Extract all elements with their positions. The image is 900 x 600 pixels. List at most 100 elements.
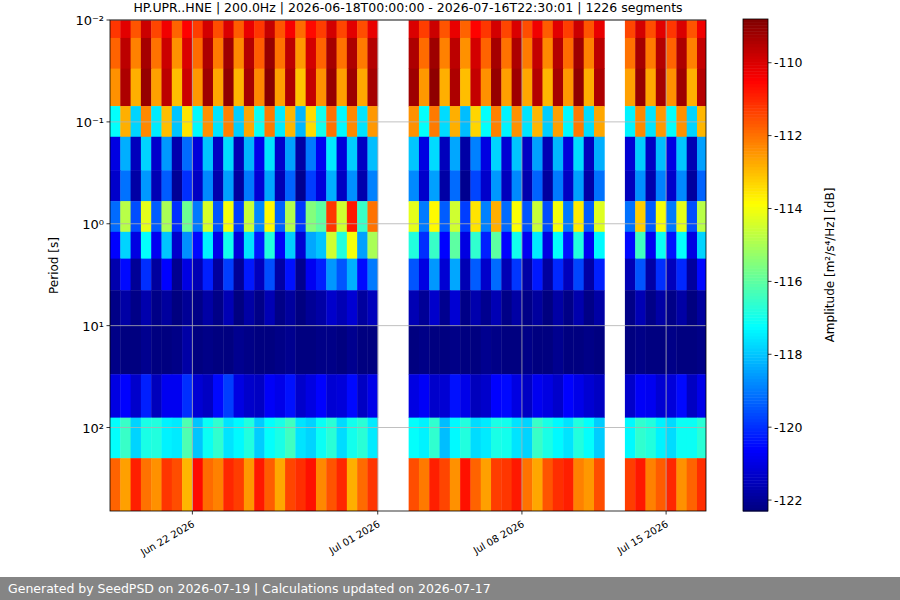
heat-cell [223,201,234,232]
colorbar-swatch [743,327,768,331]
heat-cell [357,201,368,232]
heat-cell [656,418,667,459]
colorbar-swatch [743,465,768,469]
heat-cell [131,259,142,291]
colorbar-tick-label: -114 [774,201,802,216]
heat-cell [141,201,152,232]
colorbar-swatch [743,148,768,152]
heat-cell [573,232,584,259]
heat-cell [357,170,368,201]
heat-cell [131,170,142,201]
heat-cell [584,232,595,259]
heat-cell [419,232,430,259]
y-tick-label: 10² [82,421,104,436]
colorbar-tick [768,354,772,355]
heat-cell [223,69,234,107]
heat-cell [347,69,358,107]
colorbar-swatch [743,191,768,195]
heat-cell [223,20,234,38]
heat-cell [429,326,440,375]
heat-cell [563,326,574,375]
heat-cell [285,38,296,69]
heat-cell [316,137,327,171]
y-tick [107,223,111,224]
heat-cell [666,374,677,418]
heat-cell [491,326,502,375]
heat-cell [522,170,533,201]
heat-cell [594,259,605,291]
heat-cell [234,374,245,418]
colorbar-swatch [743,373,768,377]
colorbar-swatch [743,210,768,214]
heat-cell [192,458,203,511]
heat-cell [676,38,687,69]
heat-cell [254,259,265,291]
heat-cell [120,418,131,459]
heat-cell [687,458,698,511]
heat-cell [676,418,687,459]
heat-cell [234,170,245,201]
heat-cell [244,259,255,291]
heat-cell [367,374,378,418]
heat-cell [203,201,214,232]
heat-cell [367,259,378,291]
colorbar-swatch [743,462,768,466]
heat-cell [285,20,296,38]
heat-cell [223,418,234,459]
heat-cell [203,170,214,201]
heat-cell [326,201,337,232]
heat-cell [553,326,564,375]
heat-cell [501,418,512,459]
colorbar-tick-label: -110 [774,55,802,70]
colorbar-swatch [743,277,768,281]
heat-cell [337,290,348,326]
colorbar-swatch [743,142,768,146]
heat-cell [491,259,502,291]
colorbar-swatch [743,320,768,324]
colorbar-swatch [743,253,768,257]
heat-cell [687,20,698,38]
heat-cell [254,137,265,171]
heat-cell [110,290,121,326]
heat-cell [594,69,605,107]
heat-cell [501,137,512,171]
y-tick [107,427,111,428]
heat-cell [120,458,131,511]
heat-cell [470,458,481,511]
cells [110,20,706,511]
heat-cell [697,20,706,38]
colorbar-swatch [743,271,768,275]
heat-cell [234,69,245,107]
heat-cell [326,232,337,259]
heat-cell [275,232,286,259]
heat-cell [440,170,451,201]
heat-cell [316,232,327,259]
colorbar-swatch [743,293,768,297]
heat-cell [357,137,368,171]
heat-cell [120,20,131,38]
heat-cell [275,170,286,201]
heat-cell [419,201,430,232]
colorbar-tick-label: -112 [774,128,802,143]
heat-cell [192,259,203,291]
colorbar-swatch [743,259,768,263]
heat-cell [275,418,286,459]
heat-cell [244,374,255,418]
heat-cell [697,374,706,418]
heat-cell [666,38,677,69]
heat-cell [676,20,687,38]
heat-cell [656,290,667,326]
heat-cell [131,232,142,259]
heat-cell [409,170,420,201]
heat-cell [594,374,605,418]
heat-cell [254,20,265,38]
heat-cell [687,201,698,232]
heat-cell [213,38,224,69]
heat-cell [223,259,234,291]
heat-cell [532,137,543,171]
heat-cell [635,374,646,418]
heat-cell [666,290,677,326]
heat-cell [120,259,131,291]
x-tick [521,511,522,515]
heat-cell [460,20,471,38]
